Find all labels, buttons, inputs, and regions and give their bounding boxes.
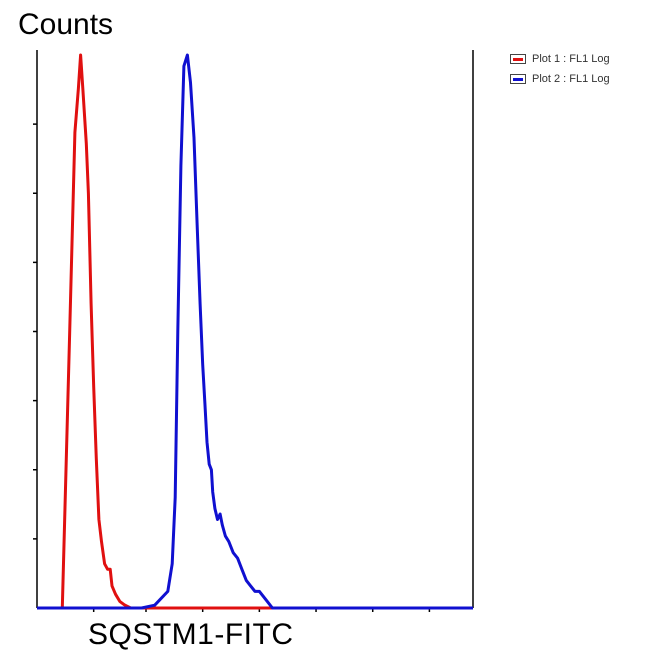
series-layer [37, 53, 473, 610]
series-line-plot-1 [37, 53, 473, 610]
legend-label-plot-2: Plot 2 : FL1 Log [532, 73, 610, 85]
series-line-plot-2 [37, 53, 473, 610]
legend-swatch-plot-2 [510, 74, 526, 84]
legend-label-plot-1: Plot 1 : FL1 Log [532, 53, 610, 65]
legend-swatch-plot-1 [510, 54, 526, 64]
y-axis-label: Counts [18, 8, 114, 41]
x-axis-label: SQSTM1-FITC [88, 618, 294, 651]
legend-item-plot-2: Plot 2 : FL1 Log [510, 73, 610, 85]
legend-item-plot-1: Plot 1 : FL1 Log [510, 53, 610, 65]
